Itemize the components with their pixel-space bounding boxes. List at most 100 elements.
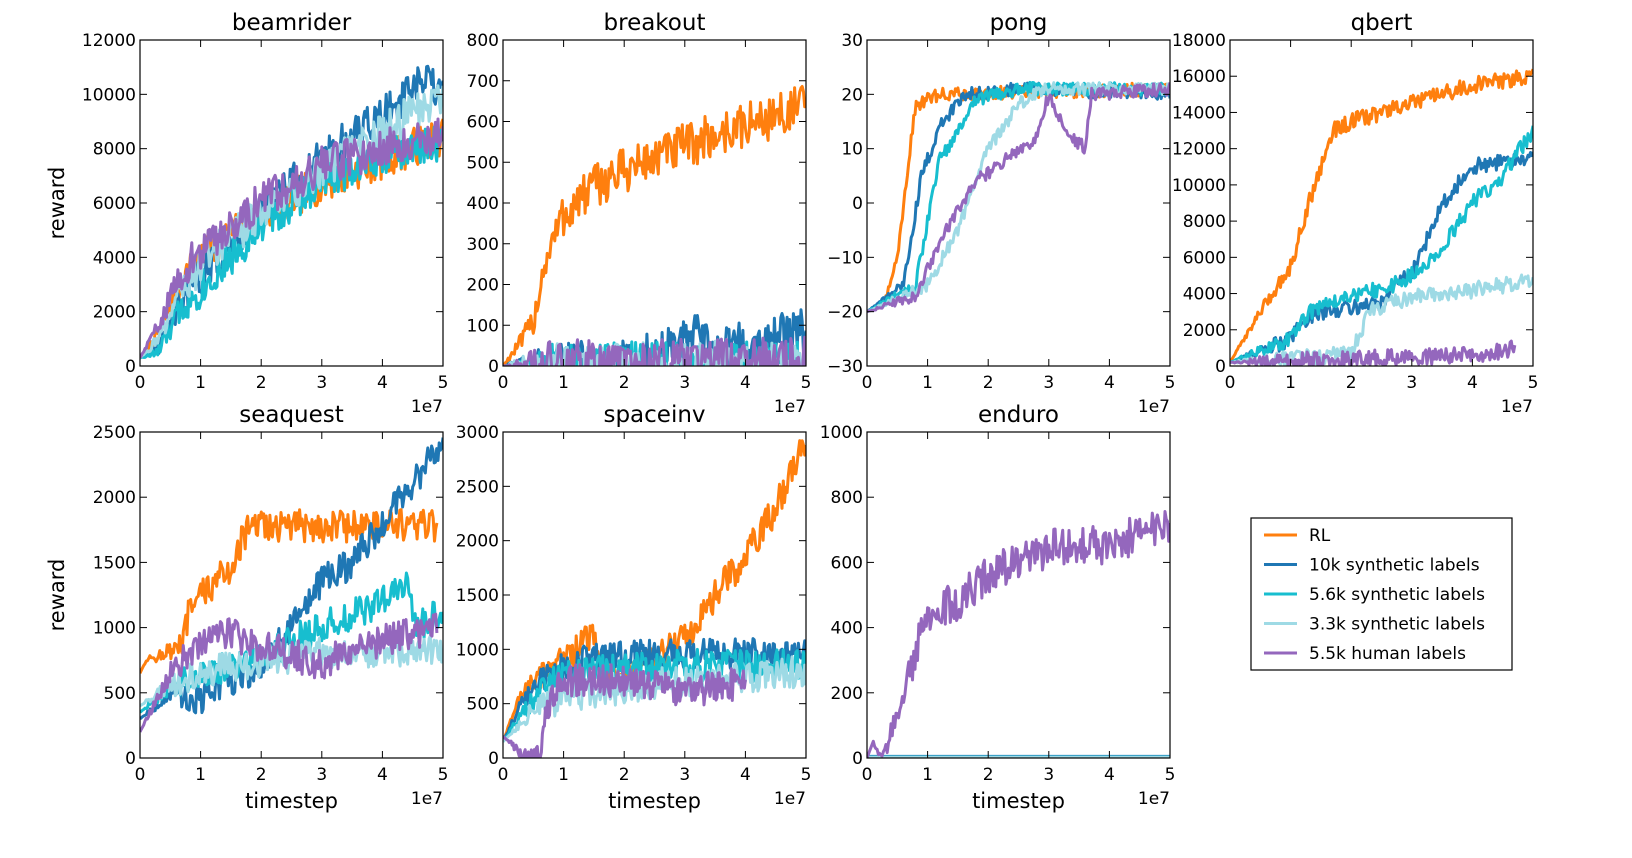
- x-tick-label: 3: [1043, 373, 1054, 393]
- y-tick-label: 800: [831, 488, 863, 508]
- y-axis-label: reward: [45, 559, 69, 632]
- x-offset-label: 1e7: [1138, 789, 1170, 809]
- x-tick-label: 0: [498, 373, 509, 393]
- x-tick-label: 2: [1346, 373, 1357, 393]
- series-line-5-6k-synthetic-labels: [503, 647, 806, 743]
- plot-frame: [1229, 39, 1534, 367]
- series-line-rl: [140, 508, 439, 674]
- y-tick-label: 400: [831, 619, 863, 639]
- series-line-5-5k-human-labels: [140, 117, 443, 359]
- legend-label: 10k synthetic labels: [1309, 556, 1480, 576]
- y-tick-label: 8000: [93, 140, 136, 160]
- y-tick-label: 200: [467, 276, 499, 296]
- x-axis-label: timestep: [972, 789, 1065, 813]
- x-tick-label: 4: [1104, 765, 1115, 785]
- y-tick-label: 18000: [1172, 31, 1226, 51]
- y-tick-label: 400: [467, 194, 499, 214]
- y-tick-label: 700: [467, 72, 499, 92]
- x-tick-label: 4: [377, 373, 388, 393]
- series-line-3-3k-synthetic-labels: [1230, 273, 1533, 366]
- y-tick-label: 0: [125, 357, 136, 377]
- x-offset-label: 1e7: [774, 789, 806, 809]
- y-tick-label: 8000: [1183, 212, 1226, 232]
- x-tick-label: 4: [1467, 373, 1478, 393]
- series-line-rl: [503, 85, 806, 366]
- series-group: [140, 64, 443, 360]
- x-tick-label: 4: [1104, 373, 1115, 393]
- x-tick-label: 2: [619, 373, 630, 393]
- x-tick-label: 5: [1165, 765, 1176, 785]
- panel-pong: 0 1 2 3 4 5 1e7 −30 −20 −10 0 10 20 30 pong: [827, 10, 1175, 417]
- legend-entry: RL: [1264, 526, 1331, 546]
- y-tick-label: 1500: [456, 586, 499, 606]
- x-tick-label: 2: [619, 765, 630, 785]
- y-tick-label: 10: [841, 140, 863, 160]
- x-tick-label: 5: [438, 373, 449, 393]
- y-tick-label: 4000: [1183, 285, 1226, 305]
- x-tick-label: 0: [135, 373, 146, 393]
- x-offset-label: 1e7: [411, 789, 443, 809]
- series-line-5-5k-human-labels: [503, 663, 747, 758]
- y-tick-label: 600: [831, 553, 863, 573]
- series-group: [1230, 68, 1533, 366]
- legend-label: RL: [1309, 526, 1331, 546]
- legend-label: 5.5k human labels: [1309, 644, 1466, 664]
- series-line-5-6k-synthetic-labels: [867, 80, 1170, 314]
- x-offset-label: 1e7: [1501, 397, 1533, 417]
- plot-frame: [139, 431, 444, 759]
- legend-label: 5.6k synthetic labels: [1309, 585, 1485, 605]
- legend-entry: 5.5k human labels: [1264, 644, 1466, 664]
- y-tick-label: 6000: [1183, 248, 1226, 268]
- x-tick-label: 5: [801, 765, 812, 785]
- x-tick-label: 2: [256, 765, 267, 785]
- series-line-5-5k-human-labels: [140, 612, 439, 733]
- x-tick-label: 2: [256, 373, 267, 393]
- y-tick-label: 12000: [82, 31, 136, 51]
- y-tick-label: 0: [852, 749, 863, 769]
- y-tick-label: 200: [831, 684, 863, 704]
- x-tick-label: 5: [1165, 373, 1176, 393]
- x-tick-label: 0: [862, 373, 873, 393]
- plot-frame: [866, 431, 1171, 759]
- y-tick-label: 2500: [456, 477, 499, 497]
- x-tick-label: 1: [1285, 373, 1296, 393]
- panel-title: beamrider: [232, 10, 352, 36]
- y-tick-label: 0: [488, 357, 499, 377]
- y-tick-label: −30: [827, 357, 863, 377]
- series-line-10k-synthetic-labels: [140, 437, 443, 721]
- y-tick-label: 10000: [1172, 176, 1226, 196]
- y-tick-label: 500: [467, 695, 499, 715]
- legend-label: 3.3k synthetic labels: [1309, 615, 1485, 635]
- y-tick-label: 10000: [82, 85, 136, 105]
- y-tick-label: 1000: [820, 423, 863, 443]
- x-tick-label: 4: [740, 373, 751, 393]
- x-tick-label: 2: [983, 373, 994, 393]
- series-line-5-5k-human-labels: [867, 82, 1170, 314]
- series-line-5-5k-human-labels: [867, 510, 1170, 758]
- y-tick-label: 2000: [456, 532, 499, 552]
- panel-title: qbert: [1351, 10, 1413, 36]
- panel-title: breakout: [604, 10, 706, 36]
- y-axis-label: reward: [45, 167, 69, 240]
- y-tick-label: 0: [1215, 357, 1226, 377]
- series-line-5-5k-human-labels: [1230, 339, 1517, 366]
- panels-group: 0 1 2 3 4 51e7020004000600080001000012000beam…: [45, 10, 1538, 813]
- x-tick-label: 2: [983, 765, 994, 785]
- y-tick-label: 1000: [93, 619, 136, 639]
- legend-entry: 10k synthetic labels: [1264, 556, 1480, 576]
- panel-title: spaceinv: [603, 402, 705, 428]
- y-tick-label: 6000: [93, 194, 136, 214]
- x-tick-label: 0: [498, 765, 509, 785]
- x-tick-label: 1: [195, 765, 206, 785]
- legend-entry: 3.3k synthetic labels: [1264, 615, 1485, 635]
- panel-title: pong: [990, 10, 1048, 36]
- x-tick-label: 5: [1528, 373, 1539, 393]
- series-group: [140, 437, 443, 733]
- y-tick-label: 600: [467, 113, 499, 133]
- x-tick-label: 5: [801, 373, 812, 393]
- x-tick-label: 3: [1043, 765, 1054, 785]
- y-tick-label: 20: [841, 85, 863, 105]
- y-tick-label: 30: [841, 31, 863, 51]
- panel-beamrider: 0 1 2 3 4 5 1e7 0 2000 4000 6000 8000 10000 12000 beam…: [45, 10, 448, 417]
